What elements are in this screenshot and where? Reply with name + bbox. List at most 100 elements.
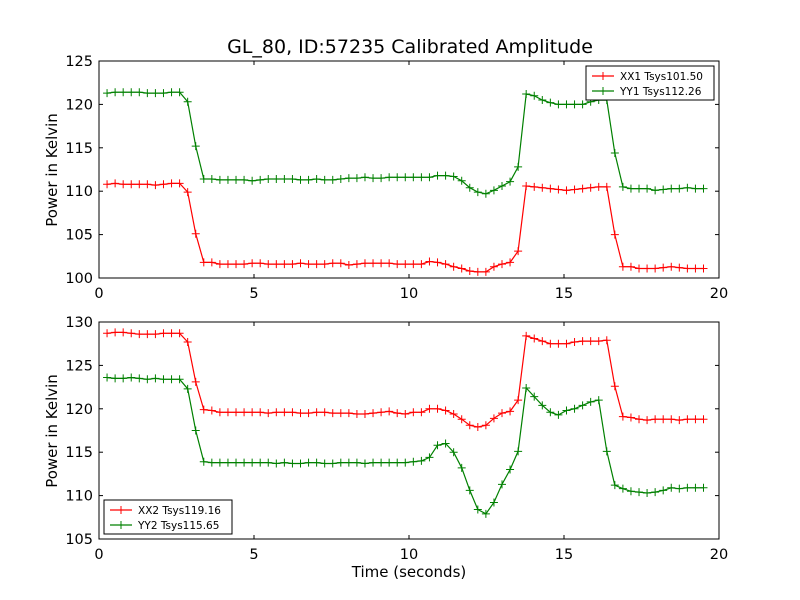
top-data-point [433, 258, 442, 267]
top-data-point [151, 89, 160, 98]
bottom-ytick-label: 120 [65, 402, 93, 418]
bottom-ytick-label: 130 [65, 315, 93, 331]
top-data-point [167, 179, 176, 188]
bottom-data-point [667, 415, 676, 424]
top-data-point [336, 175, 345, 184]
bottom-data-point [506, 465, 515, 474]
top-data-point [264, 175, 273, 184]
top-data-point [610, 230, 619, 239]
top-data-point [530, 91, 539, 100]
top-data-point [240, 260, 249, 269]
bottom-data-point [506, 407, 515, 416]
top-data-point [288, 260, 297, 269]
top-data-point [304, 175, 313, 184]
bottom-data-point [377, 408, 386, 417]
bottom-data-point [651, 415, 660, 424]
bottom-data-point [223, 458, 232, 467]
bottom-data-point [522, 331, 531, 340]
top-data-point [377, 259, 386, 268]
bottom-legend: XX2 Tsys119.16 YY2 Tsys115.65 [103, 499, 233, 535]
top-data-point [401, 260, 410, 269]
bottom-data-point [618, 484, 627, 493]
top-data-point [683, 183, 692, 192]
bottom-data-point [135, 374, 144, 383]
bottom-data-point [207, 406, 216, 415]
bottom-data-point [369, 409, 378, 418]
top-data-point [417, 260, 426, 269]
top-xtick-label: 5 [249, 286, 258, 302]
bottom-data-point [530, 334, 539, 343]
top-xtick-label: 0 [94, 286, 103, 302]
top-data-point [199, 258, 208, 267]
top-xtick-label: 10 [400, 286, 418, 302]
top-data-point [643, 264, 652, 273]
top-data-point [352, 174, 361, 183]
top-data-point [223, 260, 232, 269]
bottom-data-point [538, 337, 547, 346]
bottom-data-point [127, 329, 136, 338]
bottom-data-point [119, 328, 128, 337]
bottom-xtick-label: 20 [710, 547, 728, 563]
top-data-point [530, 182, 539, 191]
bottom-data-point [699, 415, 708, 424]
top-data-point [304, 260, 313, 269]
bottom-data-point [562, 339, 571, 348]
bottom-data-point [691, 483, 700, 492]
bottom-data-point [409, 408, 418, 417]
bottom-data-point [481, 509, 490, 518]
top-data-point [578, 100, 587, 109]
top-data-point [651, 186, 660, 195]
top-data-point [659, 185, 668, 194]
top-data-point [626, 184, 635, 193]
top-data-point [369, 174, 378, 183]
top-data-point [578, 184, 587, 193]
bottom-data-point [457, 415, 466, 424]
bottom-data-point [344, 458, 353, 467]
top-ytick-label: 100 [65, 271, 93, 287]
bottom-data-point [635, 415, 644, 424]
top-data-point [538, 183, 547, 192]
bottom-data-point [481, 421, 490, 430]
bottom-data-point [167, 329, 176, 338]
top-data-point [489, 186, 498, 195]
top-data-point [699, 184, 708, 193]
bottom-data-point [159, 329, 168, 338]
top-data-point [320, 260, 329, 269]
top-data-point [498, 260, 506, 269]
bottom-data-point [546, 339, 555, 348]
bottom-data-point [465, 421, 474, 430]
top-data-point [248, 259, 257, 268]
top-data-point [111, 88, 120, 97]
bottom-xtick-label: 15 [555, 547, 573, 563]
top-data-point [320, 175, 329, 184]
top-legend-marker [599, 87, 607, 95]
bottom-legend-label: YY2 Tsys115.65 [137, 520, 219, 532]
top-data-point [143, 89, 152, 98]
bottom-data-point [175, 375, 184, 384]
bottom-data-point [280, 408, 289, 417]
bottom-data-point [538, 401, 547, 410]
bottom-data-point [473, 423, 482, 432]
top-data-point [562, 100, 571, 109]
top-data-point [522, 181, 531, 190]
top-data-point [691, 184, 700, 193]
bottom-data-point [578, 401, 587, 410]
top-data-point [514, 247, 523, 256]
top-data-point [449, 262, 458, 271]
top-data-point [296, 259, 305, 268]
top-data-point [215, 260, 224, 269]
bottom-plot-area: 0 5 10 15 20 105 110 115 120 125 130 XX2 Tsys119.16… [65, 315, 728, 563]
top-data-point [401, 173, 410, 182]
top-data-point [643, 184, 652, 193]
bottom-data-point [441, 406, 450, 415]
top-data-point [103, 89, 112, 98]
top-data-point [651, 264, 660, 273]
top-data-point [659, 263, 668, 272]
top-data-point [635, 184, 644, 193]
bottom-data-point [667, 483, 676, 492]
bottom-data-point [554, 410, 563, 419]
top-data-point [119, 88, 128, 97]
bottom-legend-marker [117, 506, 125, 514]
bottom-data-point [651, 488, 660, 497]
top-data-point [360, 173, 369, 182]
